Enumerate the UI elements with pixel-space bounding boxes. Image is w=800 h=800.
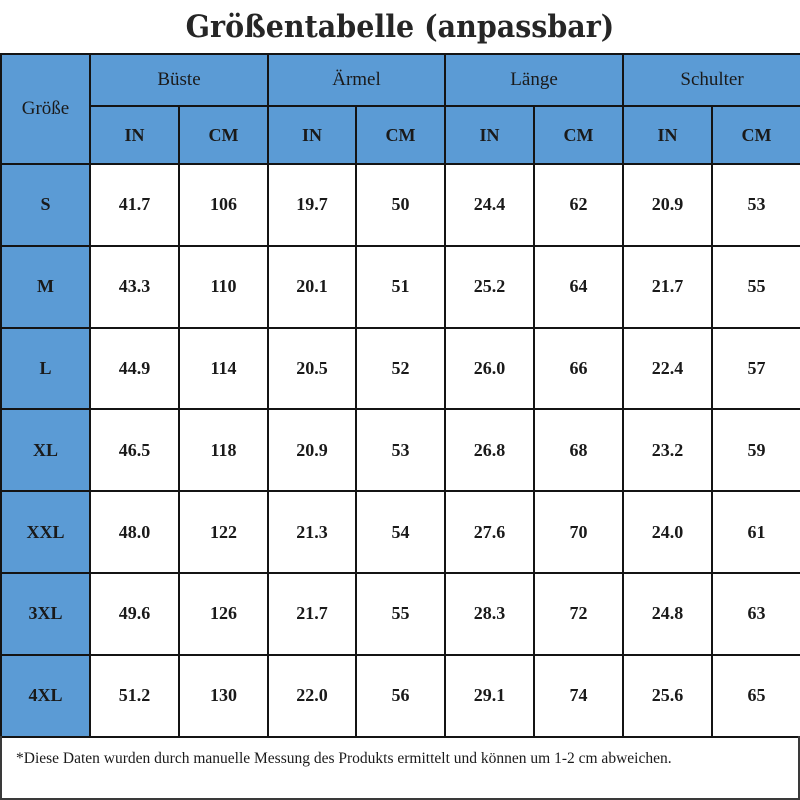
measurement-cell: 51.2 — [89, 653, 180, 738]
size-label: 3XL — [0, 571, 91, 656]
measurement-cell: 20.9 — [267, 408, 357, 493]
measurement-cell: 20.5 — [267, 326, 357, 411]
measurement-cell: 65 — [711, 653, 800, 738]
unit-header-cm: CM — [354, 105, 447, 165]
measurement-cell: 54 — [354, 490, 447, 574]
measurement-cell: 126 — [178, 571, 269, 656]
measurement-cell: 70 — [533, 490, 625, 574]
measurement-cell: 52 — [354, 326, 447, 411]
size-label: XXL — [0, 490, 91, 574]
measurement-cell: 41.7 — [89, 163, 180, 247]
measurement-cell: 63 — [711, 571, 800, 656]
table-row: XXL 48.0 122 21.3 54 27.6 70 24.0 61 — [0, 490, 800, 574]
size-label: XL — [0, 408, 91, 493]
table-row: S 41.7 106 19.7 50 24.4 62 20.9 53 — [0, 163, 800, 247]
measurement-cell: 28.3 — [444, 571, 536, 656]
measurement-cell: 24.0 — [622, 490, 714, 574]
table-row: 4XL 51.2 130 22.0 56 29.1 74 25.6 65 — [0, 653, 800, 738]
measurement-cell: 20.9 — [622, 163, 714, 247]
measurement-cell: 29.1 — [444, 653, 536, 738]
measurement-cell: 26.8 — [444, 408, 536, 493]
size-column-header: Größe — [0, 53, 91, 165]
measurement-cell: 61 — [711, 490, 800, 574]
measurement-cell: 25.6 — [622, 653, 714, 738]
measurement-cell: 53 — [711, 163, 800, 247]
measurement-cell: 46.5 — [89, 408, 180, 493]
measurement-cell: 21.7 — [622, 244, 714, 329]
unit-header-cm: CM — [533, 105, 625, 165]
unit-header-cm: CM — [711, 105, 800, 165]
measurement-cell: 21.3 — [267, 490, 357, 574]
size-label: M — [0, 244, 91, 329]
group-header-length: Länge — [444, 53, 625, 107]
unit-header-in: IN — [444, 105, 536, 165]
measurement-cell: 24.4 — [444, 163, 536, 247]
measurement-cell: 49.6 — [89, 571, 180, 656]
measurement-cell: 130 — [178, 653, 269, 738]
measurement-cell: 56 — [354, 653, 447, 738]
size-label: 4XL — [0, 653, 91, 738]
measurement-cell: 68 — [533, 408, 625, 493]
measurement-cell: 22.0 — [267, 653, 357, 738]
measurement-cell: 72 — [533, 571, 625, 656]
measurement-cell: 106 — [178, 163, 269, 247]
measurement-cell: 64 — [533, 244, 625, 329]
measurement-cell: 20.1 — [267, 244, 357, 329]
measurement-cell: 21.7 — [267, 571, 357, 656]
measurement-cell: 24.8 — [622, 571, 714, 656]
measurement-cell: 66 — [533, 326, 625, 411]
measurement-cell: 53 — [354, 408, 447, 493]
measurement-footnote: *Diese Daten wurden durch manuelle Messu… — [0, 736, 800, 800]
unit-header-cm: CM — [178, 105, 269, 165]
group-header-shoulder: Schulter — [622, 53, 800, 107]
measurement-cell: 44.9 — [89, 326, 180, 411]
measurement-cell: 48.0 — [89, 490, 180, 574]
measurement-cell: 25.2 — [444, 244, 536, 329]
measurement-cell: 122 — [178, 490, 269, 574]
unit-header-in: IN — [622, 105, 714, 165]
group-header-sleeve: Ärmel — [266, 53, 447, 107]
table-row: M 43.3 110 20.1 51 25.2 64 21.7 55 — [0, 244, 800, 329]
measurement-cell: 50 — [354, 163, 447, 247]
measurement-cell: 23.2 — [622, 408, 714, 493]
unit-header-in: IN — [89, 105, 180, 165]
measurement-cell: 27.6 — [444, 490, 536, 574]
size-label: L — [0, 326, 91, 411]
measurement-cell: 19.7 — [267, 163, 357, 247]
measurement-cell: 57 — [711, 326, 800, 411]
table-row: XL 46.5 118 20.9 53 26.8 68 23.2 59 — [0, 408, 800, 493]
table-row: 3XL 49.6 126 21.7 55 28.3 72 24.8 63 — [0, 571, 800, 656]
measurement-cell: 59 — [711, 408, 800, 493]
measurement-cell: 55 — [711, 244, 800, 329]
measurement-cell: 110 — [178, 244, 269, 329]
measurement-cell: 114 — [178, 326, 269, 411]
measurement-cell: 22.4 — [622, 326, 714, 411]
measurement-cell: 43.3 — [89, 244, 180, 329]
size-chart-table: Größe Büste Ärmel Länge Schulter IN CM I… — [0, 53, 800, 738]
measurement-cell: 74 — [533, 653, 625, 738]
measurement-cell: 51 — [354, 244, 447, 329]
table-row: L 44.9 114 20.5 52 26.0 66 22.4 57 — [0, 326, 800, 411]
measurement-cell: 118 — [178, 408, 269, 493]
measurement-cell: 62 — [533, 163, 625, 247]
page-title: Größentabelle (anpassbar) — [185, 8, 615, 45]
size-label: S — [0, 163, 91, 247]
measurement-cell: 55 — [354, 571, 447, 656]
group-header-bust: Büste — [89, 53, 269, 107]
measurement-cell: 26.0 — [444, 326, 536, 411]
unit-header-in: IN — [267, 105, 357, 165]
